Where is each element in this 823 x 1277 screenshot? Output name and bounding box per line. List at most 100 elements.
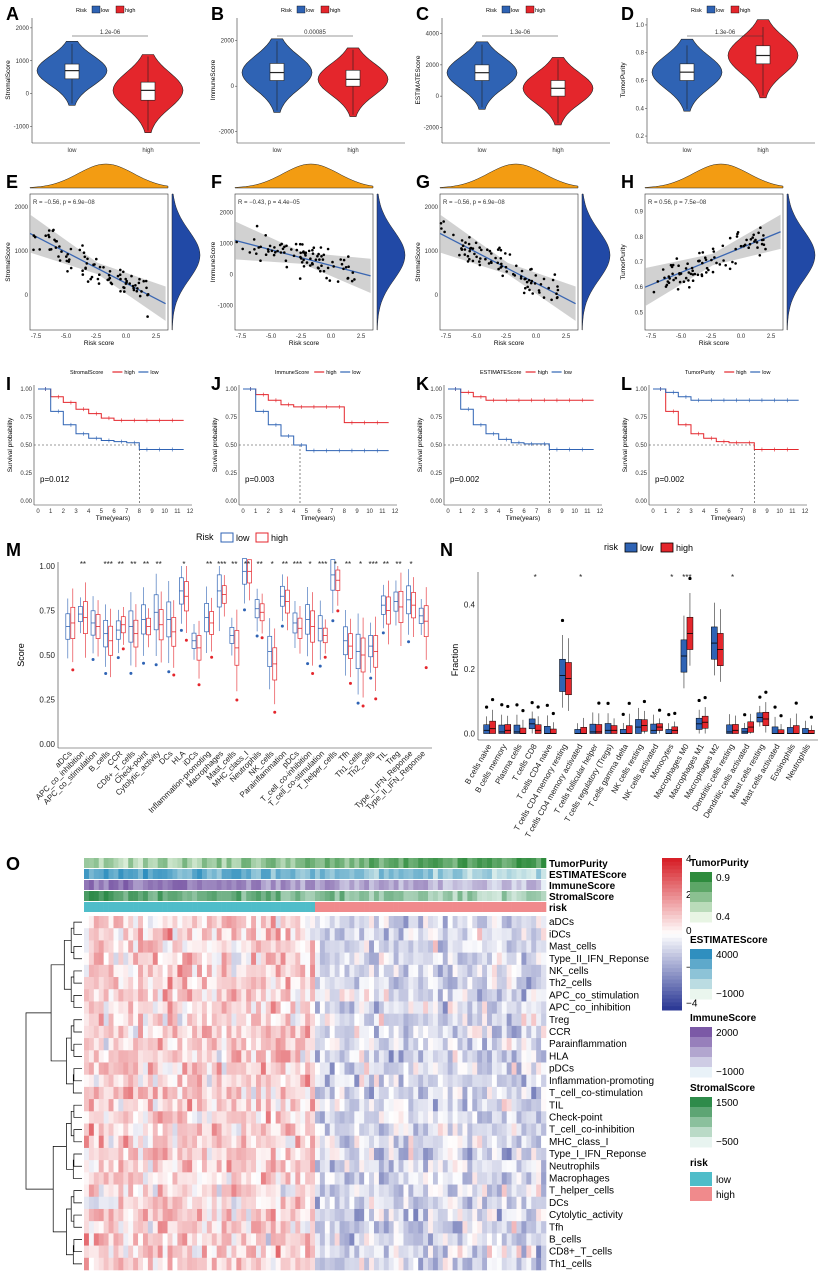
color-scale-tick: 2 (686, 890, 692, 901)
signif-label: ** (118, 560, 124, 569)
heatmap-cell (319, 1257, 326, 1271)
heatmap-cell (413, 1074, 419, 1088)
heatmap-cell (113, 1160, 119, 1173)
data-point (684, 267, 688, 270)
heatmap-cell (118, 1208, 124, 1222)
heatmap-cell (197, 977, 203, 990)
heatmap-cell (300, 952, 306, 966)
heatmap-cell (162, 1196, 168, 1210)
heatmap-cell (418, 1013, 424, 1027)
heatmap-cell (334, 1025, 340, 1039)
heatmap-cell (491, 1172, 498, 1185)
heatmap-cell (388, 1172, 394, 1185)
heatmap-cell (364, 940, 370, 953)
heatmap-cell (393, 940, 399, 953)
heatmap-cell (491, 940, 498, 953)
annotation-cell (501, 902, 507, 912)
annotation-cell (359, 858, 365, 868)
heatmap-cell (285, 1233, 291, 1246)
heatmap-cell (103, 1013, 109, 1027)
data-point (97, 282, 101, 285)
heatmap-cell (270, 1050, 276, 1063)
heatmap-cell (329, 1221, 335, 1234)
data-point (58, 245, 61, 248)
heatmap-cell (452, 940, 458, 953)
heatmap-cell (393, 916, 399, 929)
annotation-cell (398, 858, 404, 868)
heatmap-cell (437, 1221, 444, 1234)
dendrogram-branch (73, 946, 82, 960)
heatmap-cell (383, 940, 390, 953)
data-point (84, 266, 87, 270)
heatmap-cell (142, 964, 149, 978)
heatmap-cell (260, 1184, 267, 1198)
annotation-cell (128, 891, 134, 901)
heatmap-cell (98, 1050, 104, 1063)
data-point (284, 259, 288, 263)
x-tick-label: 2 (62, 509, 66, 515)
heatmap-cell (147, 1050, 154, 1063)
annotation-cell (536, 891, 542, 901)
heatmap-cell (432, 1245, 439, 1259)
heatmap-cell (93, 940, 100, 953)
heatmap-cell (388, 1233, 394, 1246)
data-point (755, 241, 759, 244)
heatmap-cell (133, 1160, 139, 1173)
heatmap-cell (506, 1221, 512, 1234)
top-density (29, 163, 169, 189)
annotation-cell (88, 869, 95, 879)
heatmap-cell (428, 1172, 434, 1185)
heatmap-cell (487, 977, 493, 990)
heatmap-cell (108, 1221, 114, 1234)
annotation-cell (536, 869, 542, 879)
heatmap-cell (305, 1160, 311, 1173)
heatmap-cell (123, 964, 129, 978)
heatmap-cell (187, 1013, 193, 1027)
heatmap-cell (496, 1099, 503, 1112)
panel-letter: I (6, 374, 11, 394)
annotation-cell (182, 902, 188, 912)
heatmap-cell (364, 1160, 370, 1173)
heatmap-cell (162, 1233, 168, 1246)
heatmap-cell (526, 1257, 532, 1271)
heatmap-cell (423, 1160, 429, 1173)
heatmap-cell (241, 1013, 247, 1027)
data-point (86, 257, 89, 261)
dendrogram-branch (73, 1068, 82, 1082)
heatmap-cell (432, 1147, 439, 1161)
heatmap-cell (369, 1074, 375, 1088)
heatmap-cell (167, 1025, 173, 1039)
heatmap-cell (418, 952, 424, 966)
data-point (501, 274, 505, 278)
heatmap-cell (506, 1123, 512, 1137)
heatmap-cell (138, 1038, 144, 1051)
heatmap-cell (496, 1050, 503, 1063)
heatmap-cell (413, 1196, 419, 1210)
annotation-cell (442, 880, 448, 890)
heatmap-cell (521, 964, 527, 978)
heatmap-cell (329, 1074, 335, 1088)
heatmap-cell (364, 1257, 370, 1271)
legend-label-low: low (762, 370, 770, 376)
heatmap-cell (167, 1184, 173, 1198)
heatmap-cell (236, 1196, 242, 1210)
heatmap-cell (334, 916, 340, 929)
data-point (671, 272, 674, 276)
heatmap-cell (270, 1147, 276, 1161)
heatmap-cell (295, 1160, 301, 1173)
annotation-cell (260, 902, 267, 912)
heatmap-cell (349, 1086, 355, 1100)
heatmap-cell (275, 1123, 281, 1137)
heatmap-cell (428, 1025, 434, 1039)
legend: Risk low high (281, 5, 340, 14)
heatmap-cell (305, 1001, 311, 1014)
heatmap-cell (447, 989, 453, 1002)
heatmap-cell (319, 1001, 326, 1014)
annotation-cell (265, 858, 272, 868)
heatmap-cell (295, 1257, 301, 1271)
data-point (128, 282, 131, 285)
heatmap-cell (359, 1050, 365, 1063)
heatmap-cell (329, 916, 335, 929)
annotation-cell (452, 880, 458, 890)
heatmap-cell (152, 1147, 159, 1161)
